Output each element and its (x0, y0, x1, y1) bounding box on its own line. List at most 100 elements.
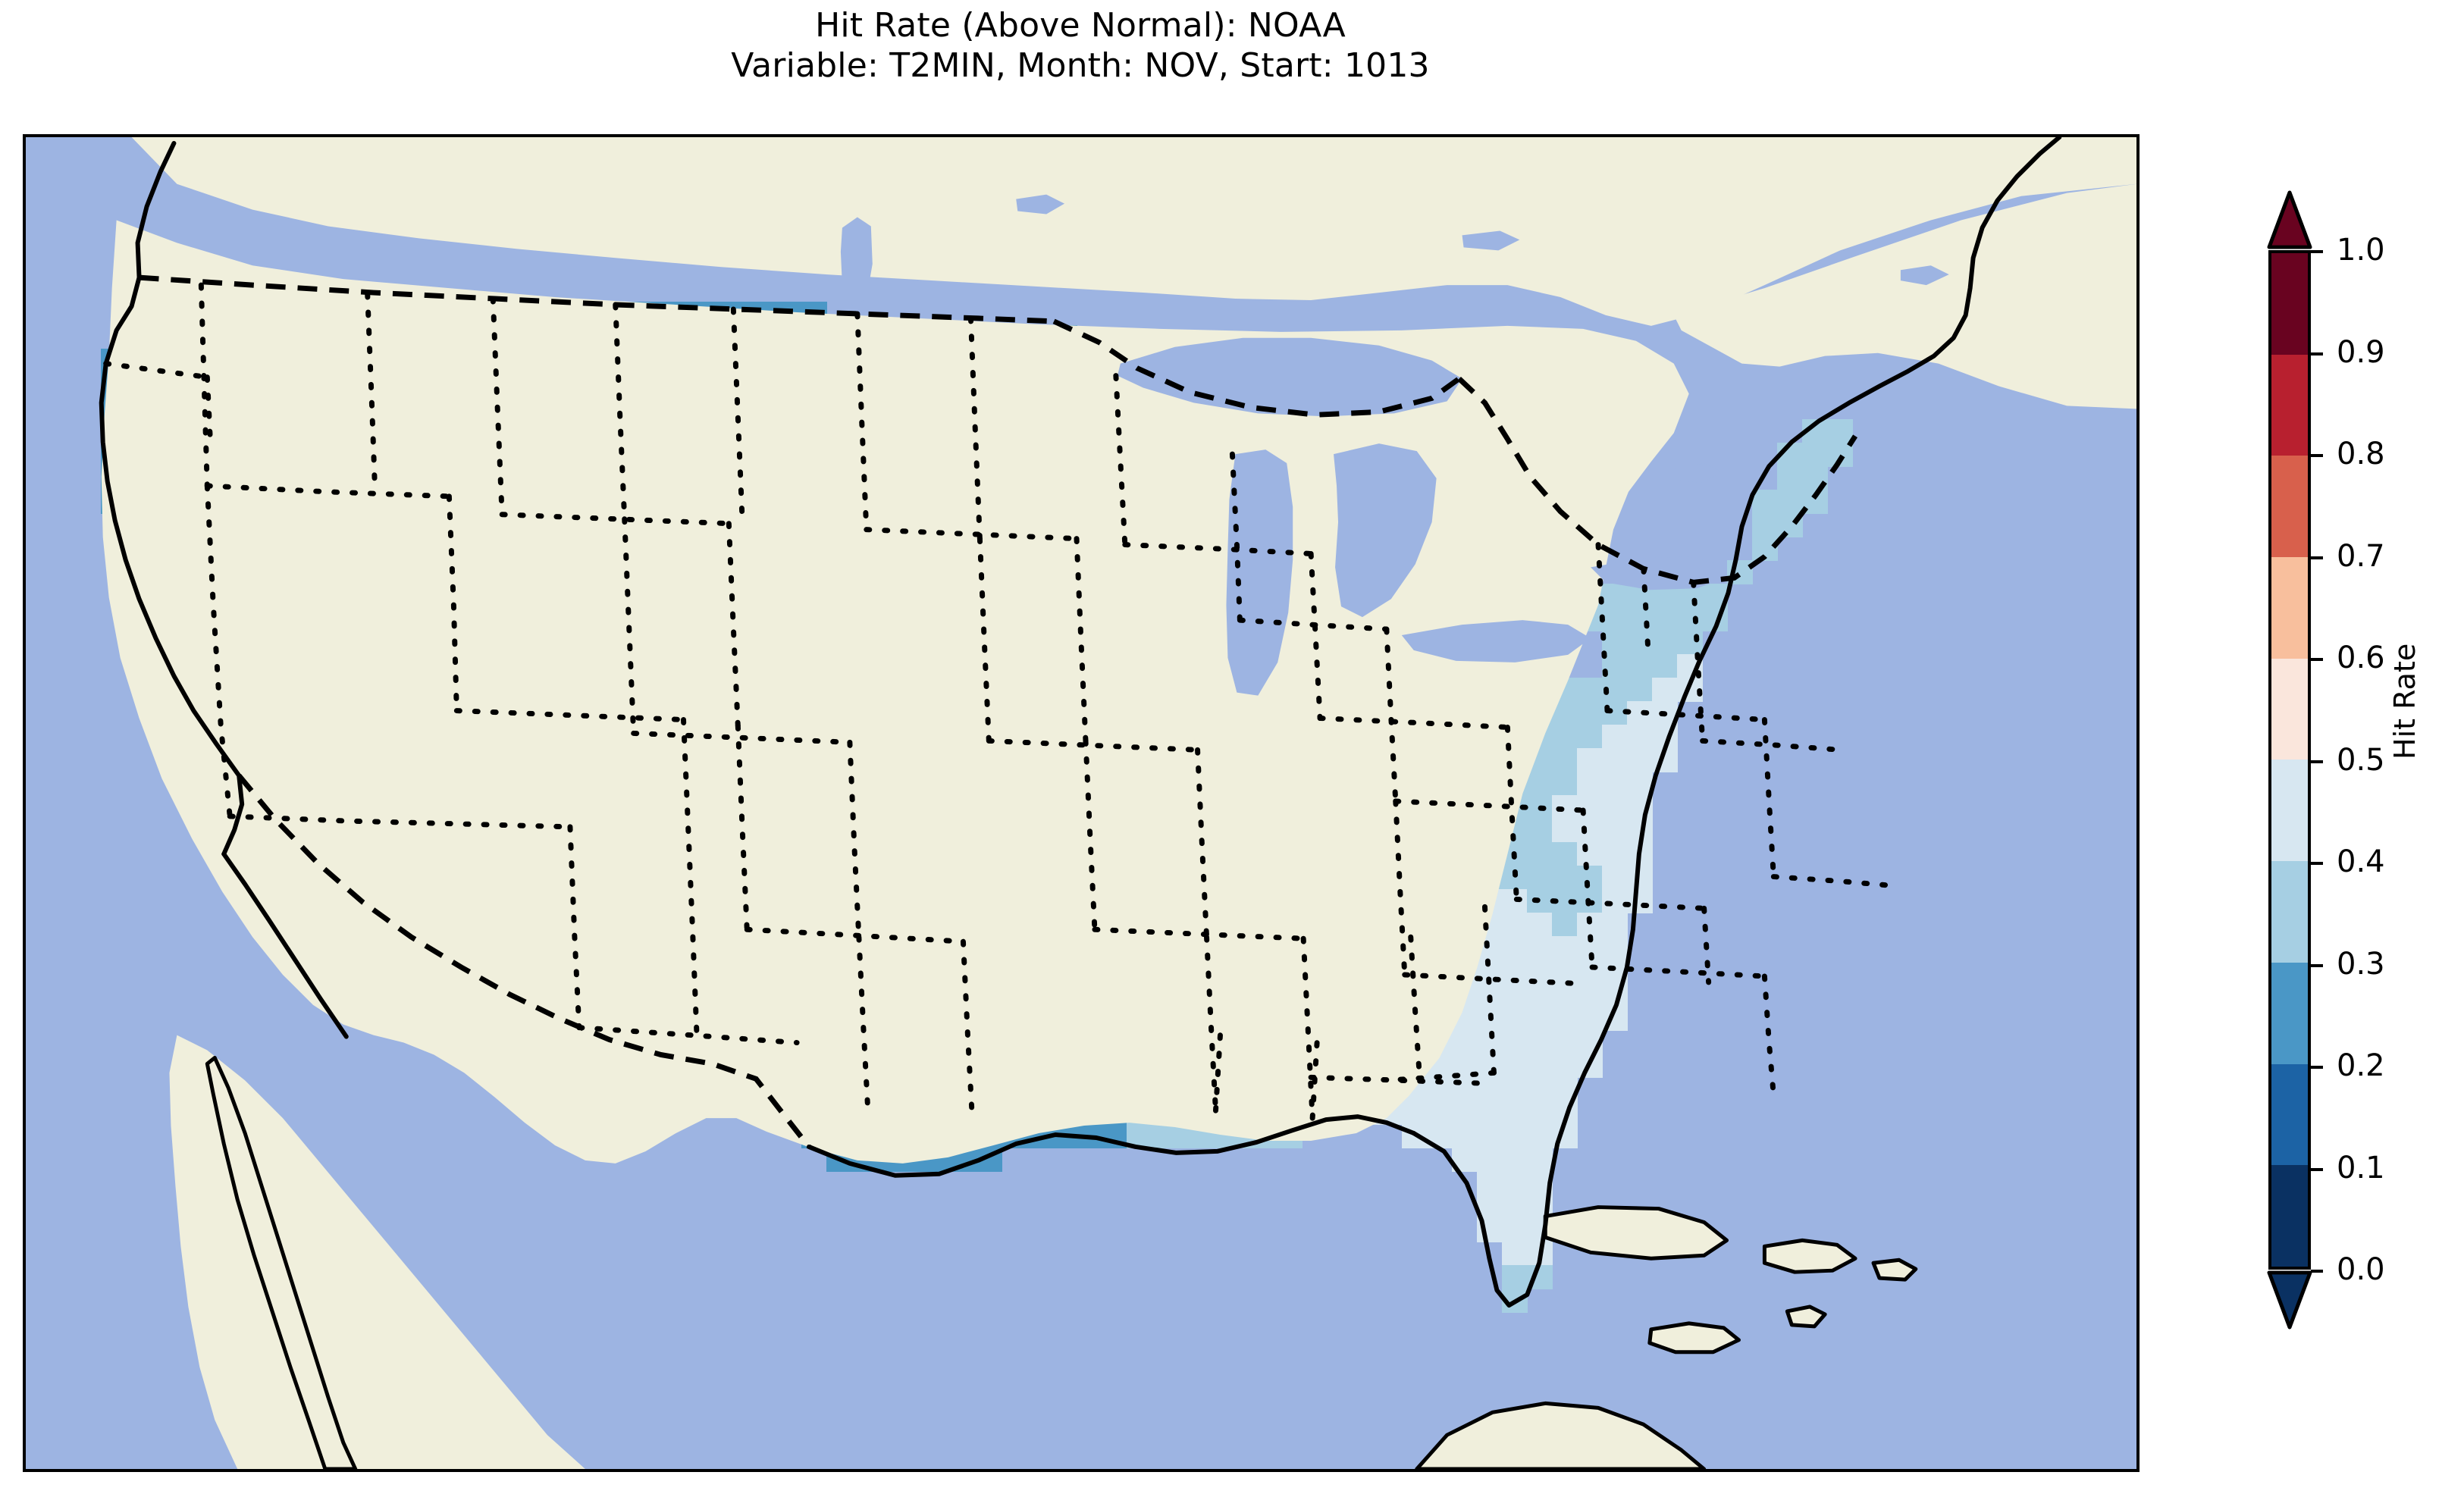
grid-cell (1652, 654, 1678, 678)
coastline-layer (99, 137, 2062, 1308)
colorbar-tick-mark (2311, 250, 2323, 253)
grid-cell (1552, 819, 1578, 843)
grid-cell (1527, 842, 1553, 866)
grid-cell (1502, 936, 1528, 960)
grid-cell (1677, 607, 1703, 631)
title-line-1: Hit Rate (Above Normal): NOAA (815, 6, 1346, 45)
grid-cell (1502, 1195, 1528, 1219)
colorbar-tick-label: 0.5 (2337, 742, 2385, 778)
grid-cell (1602, 913, 1628, 937)
grid-cell (1577, 983, 1603, 1007)
state-borders (103, 282, 1896, 1121)
colorbar-over-arrow (2267, 190, 2312, 249)
us-canada-border-east (1457, 377, 1858, 585)
canada-landmass (131, 137, 2136, 326)
grid-cell (1552, 866, 1578, 890)
colorbar-tick-label: 0.0 (2337, 1252, 2385, 1287)
grid-cell (1502, 1242, 1528, 1266)
colorbar-band (2271, 354, 2308, 456)
colorbar-tick-label: 0.7 (2337, 538, 2385, 574)
title-line-2: Variable: T2MIN, Month: NOV, Start: 1013 (731, 45, 1430, 85)
colorbar-band (2271, 962, 2308, 1064)
lake-winnipeg (840, 217, 873, 306)
grid-cell (1552, 936, 1578, 960)
grid-cell (1602, 772, 1628, 796)
gulf-of-california (221, 851, 349, 1039)
grid-cell (1502, 1171, 1528, 1195)
grid-cell (1152, 1124, 1177, 1148)
colorbar-band (2271, 456, 2308, 558)
grid-cell (1502, 983, 1528, 1007)
grid-cell (1577, 725, 1603, 749)
grid-cell (1752, 513, 1778, 537)
grid-cell (1527, 772, 1553, 796)
caribbean-islands (1543, 1205, 1918, 1355)
grid-cell (1627, 772, 1653, 796)
grid-cell (1502, 913, 1528, 937)
colorbar-tick-label: 0.3 (2337, 946, 2385, 982)
us-landmass (101, 220, 1689, 1164)
grid-cell (1527, 1077, 1553, 1101)
grid-cell (1552, 1054, 1578, 1078)
colorbar-ticks: 1.0 0.9 0.8 0.7 0.6 0.5 0.4 0.3 0.2 0.1 0.0 (2311, 233, 2464, 1287)
colorbar-tick-label: 0.6 (2337, 641, 2385, 675)
colorbar-tick-mark (2311, 454, 2323, 457)
grid-cell (1602, 842, 1628, 866)
grid-cell (1427, 1101, 1453, 1125)
map-plot-area (26, 137, 2136, 1469)
grid-cell (1577, 1007, 1603, 1031)
grid-cell (1552, 983, 1578, 1007)
grid-cell (1552, 748, 1578, 772)
grid-cell (1527, 1101, 1553, 1125)
grid-cell (1452, 1101, 1478, 1125)
grid-cell (1477, 1171, 1503, 1195)
grid-cell (1627, 748, 1653, 772)
grid-cell (1502, 1007, 1528, 1031)
grid-cell (1602, 795, 1628, 819)
grid-cell (1452, 1030, 1478, 1054)
grid-cell (1602, 936, 1628, 960)
grid-cell (1502, 1148, 1528, 1172)
colorbar-tick-label: 0.9 (2337, 334, 2385, 370)
colorbar-tick-mark (2311, 862, 2323, 865)
colorbar-tick-label: 1.0 (2337, 233, 2385, 268)
grid-cell (1477, 1077, 1503, 1101)
grid-cell (1527, 1054, 1553, 1078)
colorbar-under-arrow (2267, 1270, 2312, 1330)
grid-cell (1602, 866, 1628, 890)
great-lakes (840, 194, 1949, 696)
mexico-landmass (169, 1035, 585, 1469)
us-canada-border-lakes (1052, 318, 1461, 418)
lake-canada-small-4 (1900, 265, 1949, 286)
grid-cell (1602, 748, 1628, 772)
grid-cell (1577, 960, 1603, 984)
grid-cell (1552, 842, 1578, 866)
grid-cell (1577, 678, 1603, 702)
grid-cell (1652, 678, 1678, 702)
us-mexico-border (237, 773, 811, 1149)
grid-cell (1627, 678, 1653, 702)
grid-cell (1777, 466, 1803, 490)
grid-cell (1627, 889, 1653, 913)
grid-cell (1552, 913, 1578, 937)
grid-cell (1627, 725, 1653, 749)
grid-cell (1827, 419, 1853, 443)
grid-cell (1577, 819, 1603, 843)
colorbar-tick-mark (2311, 1066, 2323, 1069)
colorbar-tick-mark (2311, 1270, 2323, 1273)
grid-cell (1502, 1124, 1528, 1148)
colorbar: 1.0 0.9 0.8 0.7 0.6 0.5 0.4 0.3 0.2 0.1 0.0 (2267, 190, 2385, 1330)
colorbar-band (2271, 760, 2308, 862)
grid-cell (1527, 913, 1553, 937)
grid-cell (1502, 1101, 1528, 1125)
colorbar-tick-mark (2311, 963, 2323, 967)
colorbar-band (2271, 557, 2308, 659)
map-axes (23, 134, 2140, 1472)
grid-cell (1477, 1148, 1503, 1172)
grid-cell (1502, 1077, 1528, 1101)
grid-cell (1602, 819, 1628, 843)
grid-cell (1577, 772, 1603, 796)
grid-cell (1402, 1101, 1428, 1125)
grid-cell (1602, 607, 1628, 631)
lake-michigan (1226, 449, 1293, 696)
